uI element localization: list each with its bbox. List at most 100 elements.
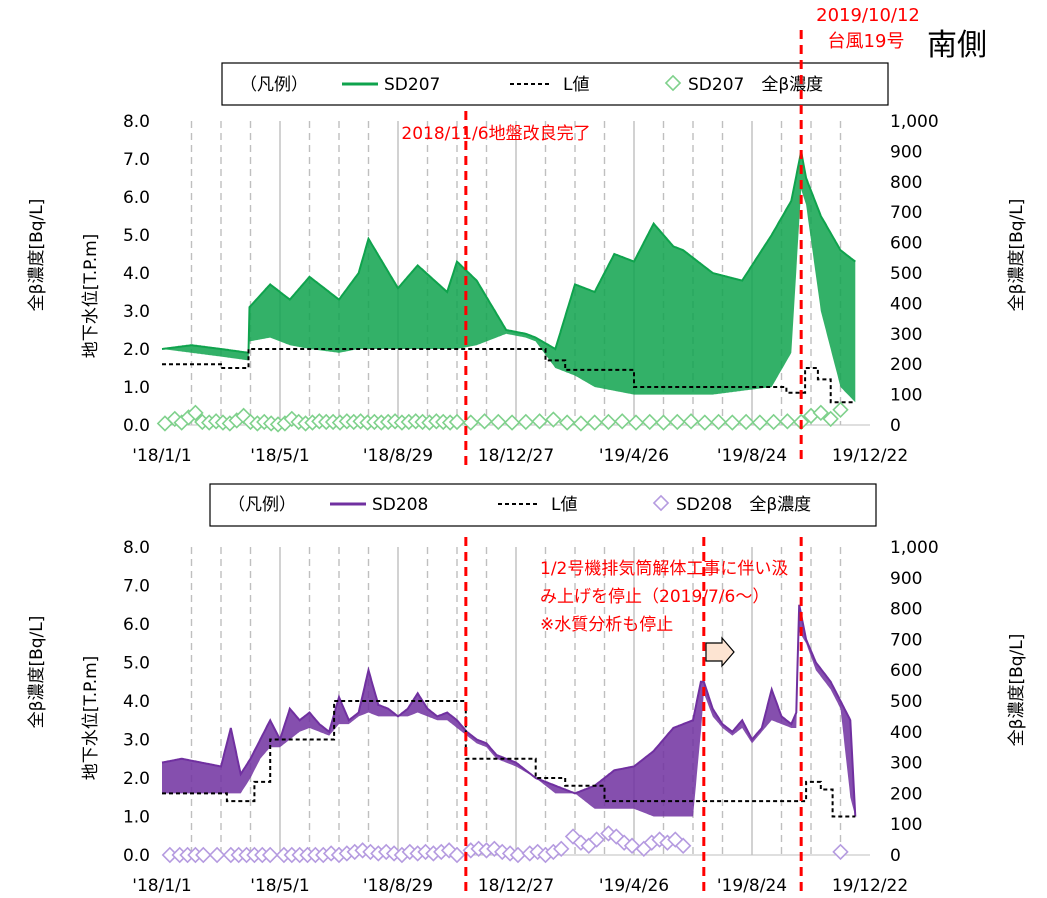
y-right-label: 全β濃度[Bq/L] bbox=[1007, 199, 1027, 312]
x-ticks: '18/1/1 '18/5/1 '18/8/29 18/12/27 '19/4/26 '1… bbox=[132, 446, 908, 466]
beta-marker bbox=[586, 414, 603, 431]
legend-beta-label: SD208 全β濃度 bbox=[676, 495, 811, 515]
x-tick-label: '18/5/1 bbox=[250, 446, 309, 466]
x-tick-label: '18/5/1 bbox=[250, 876, 309, 896]
annotation-ground-improvement: 2018/11/6地盤改良完了 bbox=[401, 124, 590, 144]
x-tick-label: 18/12/27 bbox=[478, 876, 554, 896]
beta-marker bbox=[674, 837, 692, 854]
typhoon-name-label: 台風19号 bbox=[828, 31, 905, 52]
x-tick-label: '18/8/29 bbox=[363, 876, 433, 896]
beta-marker bbox=[187, 404, 204, 422]
y-right-tick-label: 700 bbox=[890, 203, 922, 223]
beta-markers bbox=[161, 825, 849, 864]
y-right-tick-label: 300 bbox=[890, 754, 922, 774]
y-left-tick-label: 0.0 bbox=[123, 416, 150, 436]
y-left-label: 地下水位[T.P.m] bbox=[81, 234, 101, 359]
y-left-ticks: 0.0 1.0 2.0 3.0 4.0 5.0 6.0 7.0 8.0 bbox=[123, 112, 150, 436]
x-tick-label: 18/12/27 bbox=[478, 446, 554, 466]
side-label: 南側 bbox=[927, 28, 987, 63]
y-right-tick-label: 800 bbox=[890, 173, 922, 193]
beta-marker bbox=[600, 413, 617, 431]
y-right-tick-label: 1,000 bbox=[890, 112, 939, 132]
y-right-tick-label: 700 bbox=[890, 630, 922, 650]
y-left-tick-label: 2.0 bbox=[123, 340, 150, 360]
y-left-label: 地下水位[T.P.m] bbox=[81, 656, 101, 781]
beta-marker bbox=[448, 413, 466, 431]
y-left-tick-label: 5.0 bbox=[123, 226, 150, 246]
arrow-icon bbox=[705, 636, 735, 668]
legend-box bbox=[209, 483, 877, 527]
beta-marker bbox=[832, 401, 849, 419]
y-left-tick-label: 1.0 bbox=[123, 378, 150, 398]
legend-limit-label: L値 bbox=[563, 75, 589, 95]
y-left-tick-label: 0.0 bbox=[123, 846, 150, 866]
y-right-tick-label: 200 bbox=[890, 784, 922, 804]
beta-marker bbox=[613, 413, 631, 430]
beta-marker bbox=[588, 831, 605, 848]
y-left-outer-label: 全β濃度[Bq/L] bbox=[27, 616, 47, 729]
y-right-tick-label: 0 bbox=[890, 416, 901, 436]
l-value-path bbox=[162, 700, 856, 818]
y-left-tick-label: 6.0 bbox=[123, 188, 150, 208]
beta-marker bbox=[509, 846, 527, 864]
beta-marker bbox=[710, 413, 727, 431]
beta-markers bbox=[156, 401, 849, 433]
x-tick-label: '19/8/24 bbox=[717, 876, 787, 896]
event-lines bbox=[464, 30, 803, 465]
y-left-tick-label: 7.0 bbox=[123, 150, 150, 170]
beta-marker bbox=[682, 413, 700, 430]
beta-marker bbox=[517, 413, 535, 431]
y-left-tick-label: 4.0 bbox=[123, 692, 150, 712]
y-right-tick-label: 900 bbox=[890, 569, 922, 589]
beta-marker bbox=[195, 846, 212, 864]
beta-marker bbox=[832, 843, 849, 861]
x-tick-label: '19/4/26 bbox=[599, 876, 669, 896]
beta-marker bbox=[261, 846, 279, 864]
y-right-tick-label: 400 bbox=[890, 723, 922, 743]
y-right-tick-label: 100 bbox=[890, 815, 922, 835]
legend-beta-label: SD207 全β濃度 bbox=[688, 75, 823, 95]
y-left-tick-label: 3.0 bbox=[123, 731, 150, 751]
y-right-tick-label: 900 bbox=[890, 142, 922, 162]
x-tick-label: '19/4/26 bbox=[599, 446, 669, 466]
legend-level-label: SD208 bbox=[372, 495, 428, 515]
y-left-tick-label: 2.0 bbox=[123, 769, 150, 789]
l-value-line bbox=[162, 700, 856, 818]
beta-marker bbox=[641, 413, 658, 431]
legend-box bbox=[221, 62, 889, 106]
beta-marker bbox=[623, 837, 641, 854]
level-band-fill bbox=[162, 604, 856, 817]
y-right-tick-label: 100 bbox=[890, 386, 922, 406]
beta-marker bbox=[751, 414, 769, 431]
legend-limit-label: L値 bbox=[551, 495, 577, 515]
chart-sd207: （凡例） SD207 L値 SD207 全β濃度 0.0 1.0 2.0 3.0 4.0… bbox=[27, 30, 1027, 466]
level-band bbox=[161, 151, 856, 403]
y-right-tick-label: 400 bbox=[890, 294, 922, 314]
annotation-line-3: ※水質分析も停止 bbox=[540, 615, 673, 635]
y-left-tick-label: 3.0 bbox=[123, 302, 150, 322]
beta-marker bbox=[503, 414, 521, 431]
x-tick-label: '18/1/1 bbox=[132, 876, 191, 896]
beta-marker bbox=[765, 413, 782, 431]
y-left-tick-label: 6.0 bbox=[123, 615, 150, 635]
y-right-tick-label: 500 bbox=[890, 264, 922, 284]
y-right-tick-label: 1,000 bbox=[890, 538, 939, 558]
y-right-tick-label: 200 bbox=[890, 355, 922, 375]
y-right-tick-label: 300 bbox=[890, 325, 922, 345]
level-line bbox=[161, 151, 856, 354]
beta-marker bbox=[161, 846, 179, 864]
y-left-tick-label: 7.0 bbox=[123, 577, 150, 597]
y-left-tick-label: 4.0 bbox=[123, 264, 150, 284]
beta-marker bbox=[545, 411, 562, 428]
y-right-tick-label: 500 bbox=[890, 692, 922, 712]
y-right-tick-label: 600 bbox=[890, 234, 922, 254]
legend-prefix: （凡例） bbox=[240, 75, 308, 95]
legend-beta-swatch bbox=[652, 494, 670, 512]
y-right-ticks: 0 100 200 300 400 500 600 700 800 900 1,000 bbox=[890, 112, 939, 436]
beta-marker bbox=[812, 404, 830, 422]
level-band-fill bbox=[162, 151, 856, 403]
beta-marker bbox=[572, 415, 590, 432]
x-tick-label: '18/8/29 bbox=[363, 446, 433, 466]
x-tick-label: '18/1/1 bbox=[132, 446, 191, 466]
